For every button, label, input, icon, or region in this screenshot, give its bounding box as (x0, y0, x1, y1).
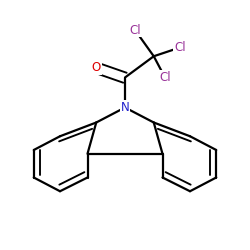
Text: Cl: Cl (159, 71, 171, 84)
Text: Cl: Cl (129, 24, 141, 36)
Text: Cl: Cl (174, 41, 186, 54)
Text: N: N (120, 101, 130, 114)
Text: O: O (92, 61, 101, 74)
